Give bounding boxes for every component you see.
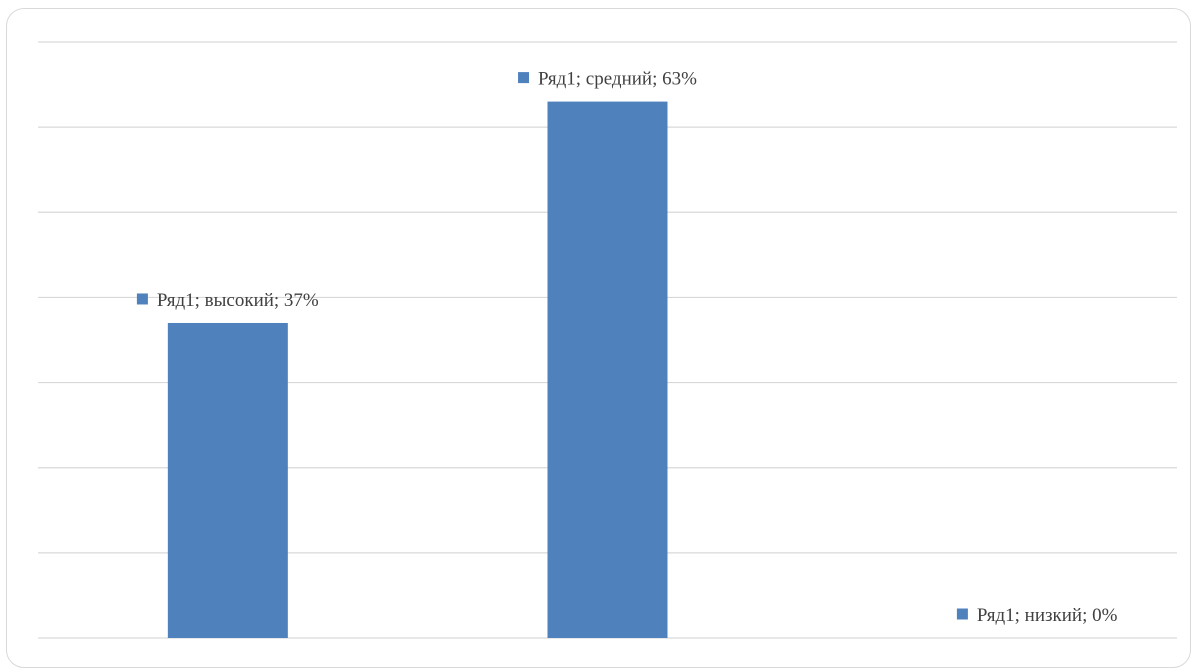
data-label-низкий: Ряд1; низкий; 0%	[956, 605, 1118, 626]
data-label-text: Ряд1; средний; 63%	[538, 69, 697, 90]
data-labels: Ряд1; высокий; 37% Ряд1; средний; 63% Ряд1…	[136, 69, 1118, 626]
data-label-высокий: Ряд1; высокий; 37%	[136, 290, 319, 311]
legend-key-marker	[136, 293, 148, 305]
bars	[167, 101, 668, 639]
data-label-средний: Ряд1; средний; 63%	[518, 69, 697, 90]
data-label-text: Ряд1; высокий; 37%	[157, 290, 319, 311]
bar-средний	[547, 101, 668, 639]
data-label-text: Ряд1; низкий; 0%	[977, 605, 1118, 626]
legend-key-marker	[956, 608, 968, 620]
bar-высокий	[167, 322, 288, 638]
legend-key-marker	[518, 72, 530, 84]
